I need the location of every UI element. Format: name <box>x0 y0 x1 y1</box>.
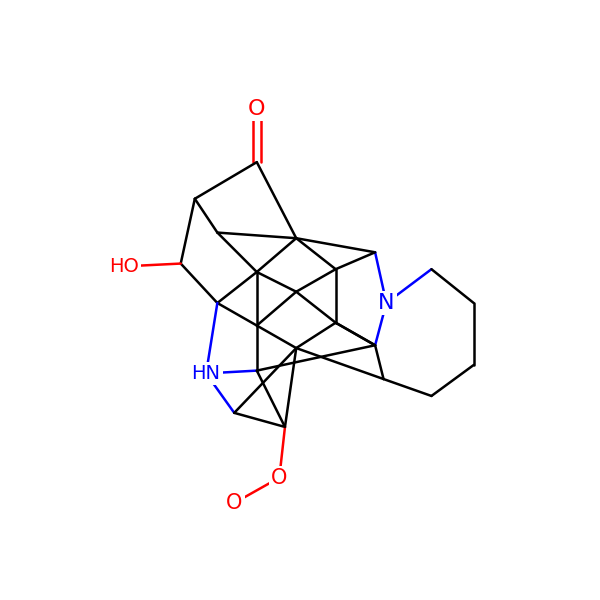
Text: O: O <box>271 467 287 488</box>
Text: O: O <box>226 493 242 513</box>
Text: HN: HN <box>191 364 221 383</box>
Text: N: N <box>378 293 395 313</box>
Text: O: O <box>226 493 242 513</box>
Text: HO: HO <box>109 257 139 276</box>
Text: O: O <box>248 98 266 119</box>
